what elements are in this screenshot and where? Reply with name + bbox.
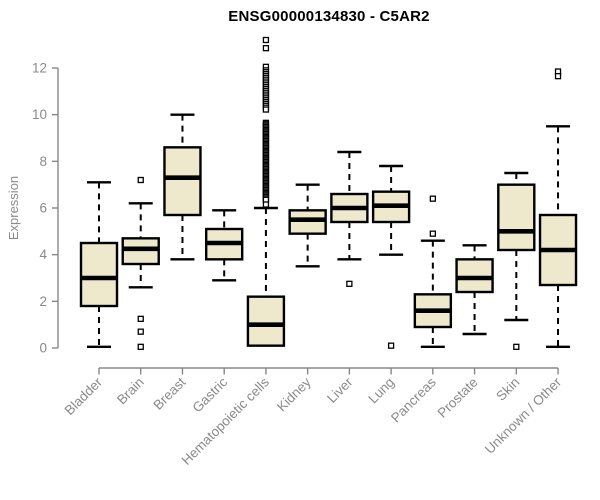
x-category-label: Skin [493,375,522,404]
outlier-point [387,342,395,349]
x-category-label: Lung [365,375,397,407]
outlier-point [262,106,270,113]
y-tick-label: 0 [39,341,47,356]
x-category-label: Prostate [435,375,481,421]
box-Breast [163,146,202,217]
chart-title: ENSG00000134830 - C5AR2 [228,8,430,25]
outlier-point [429,230,436,237]
box-Bladder [79,241,119,308]
box-Brain [121,237,160,266]
outlier-point [137,343,144,350]
outlier-point [262,36,270,44]
x-category-label: Bladder [62,374,106,418]
outlier-point [262,201,270,208]
outlier-point [137,328,144,335]
y-tick-label: 8 [39,154,47,169]
outlier-point [554,73,562,80]
y-tick-label: 4 [39,247,47,262]
y-tick-label: 6 [39,201,47,216]
x-category-label: Liver [324,374,356,406]
outlier-point [137,176,144,184]
y-tick-label: 12 [32,61,47,76]
outlier-point [513,343,520,350]
outlier-point [262,45,270,52]
x-category-label: Kidney [274,374,314,414]
x-category-label: Gastric [189,374,230,415]
outlier-point [429,195,436,202]
x-category-label: Unknown / Other [482,374,565,457]
x-category-label: Pancreas [388,374,439,425]
box-Skin [497,183,536,252]
outlier-point [137,315,144,322]
x-category-label: Brain [114,375,147,408]
y-tick-label: 10 [32,107,47,122]
x-category-label: Breast [150,374,188,412]
box-Prostate [455,258,494,294]
outlier-point [346,280,353,287]
y-tick-label: 2 [39,294,47,309]
box-Kidney [288,209,327,235]
box-Hematopoietic cells [246,295,286,347]
